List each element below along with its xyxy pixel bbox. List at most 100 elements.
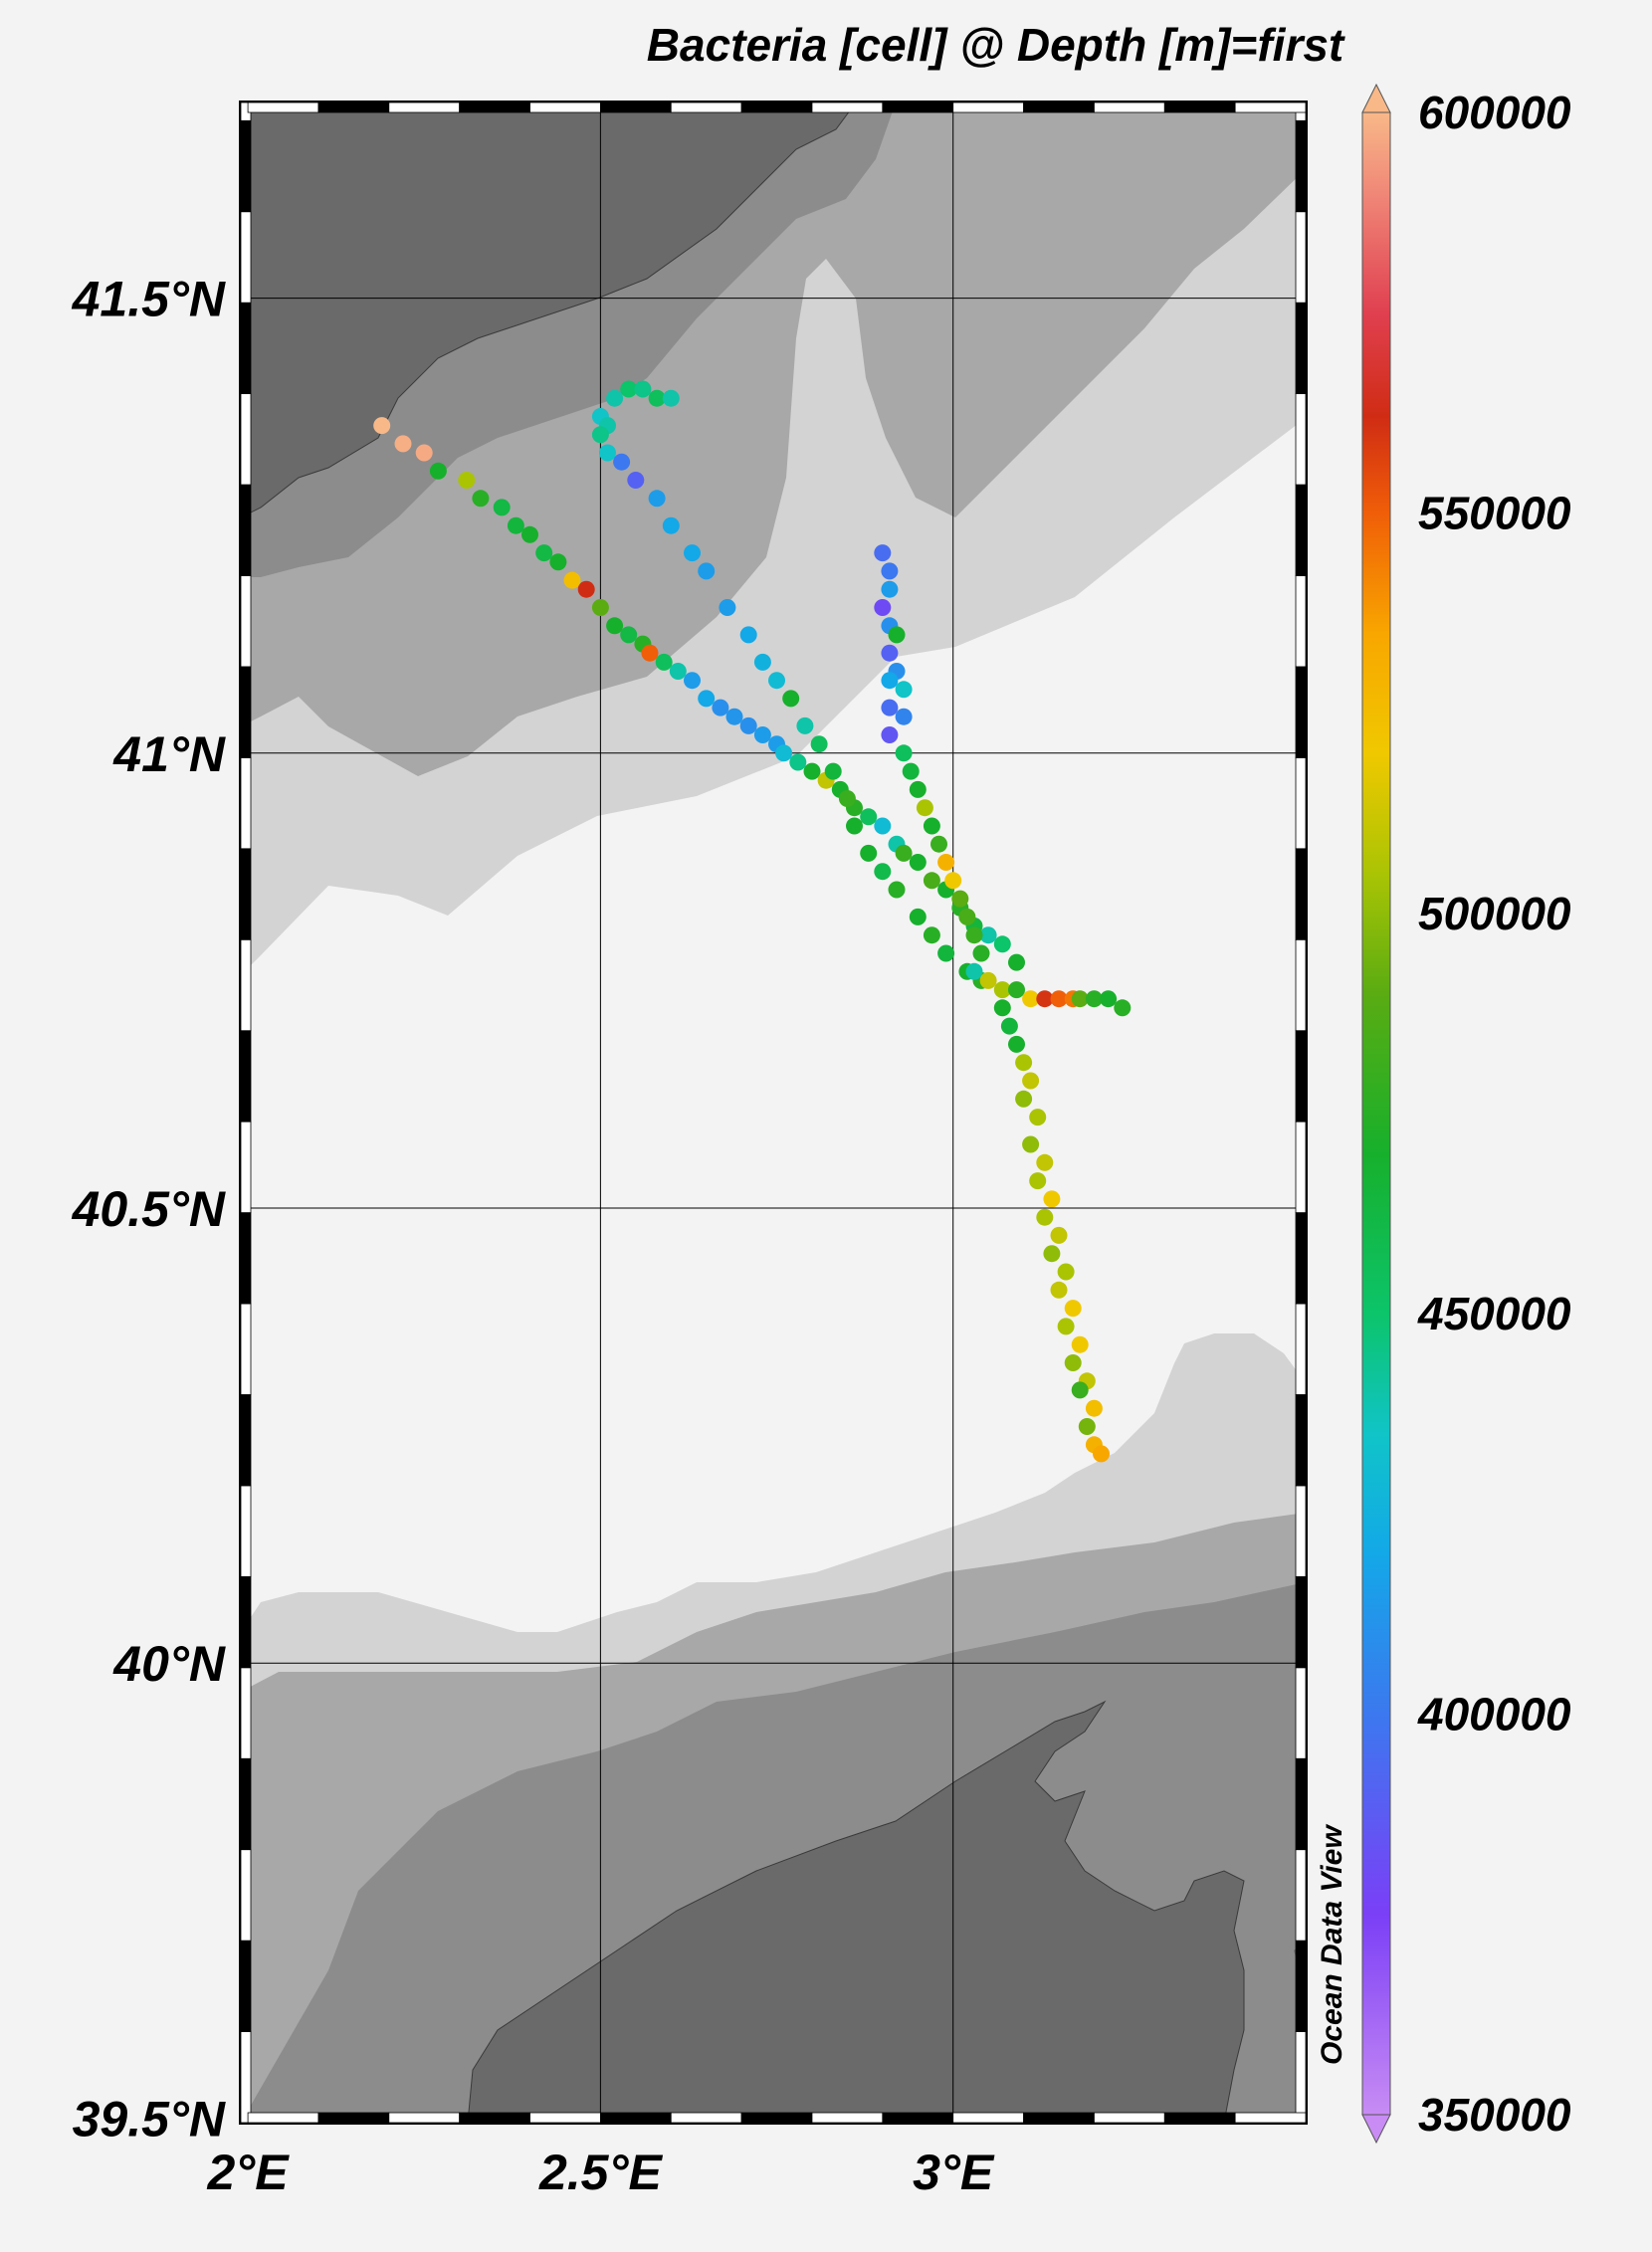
- frame-tick: [240, 302, 252, 395]
- station-point: [874, 863, 892, 881]
- station-point: [881, 580, 899, 598]
- frame-tick: [1163, 2112, 1236, 2124]
- frame-tick: [317, 2112, 390, 2124]
- station-point: [881, 699, 899, 717]
- station-point: [789, 753, 807, 771]
- station-point: [810, 735, 828, 753]
- station-point: [591, 426, 609, 444]
- station-point: [979, 926, 997, 944]
- station-point: [965, 962, 983, 980]
- station-point: [627, 472, 645, 489]
- frame-tick: [240, 1303, 252, 1395]
- station-point: [1036, 990, 1054, 1008]
- frame-tick: [1295, 393, 1307, 486]
- station-point: [881, 644, 899, 662]
- station-point: [768, 672, 785, 690]
- frame-tick: [599, 2112, 672, 2124]
- frame-tick: [1295, 575, 1307, 668]
- frame-tick: [1295, 1030, 1307, 1123]
- station-point: [507, 516, 524, 534]
- station-markers: [373, 380, 1132, 1463]
- frame-tick: [1295, 938, 1307, 1032]
- station-point: [972, 944, 990, 962]
- frame-tick: [952, 102, 1024, 113]
- station-point: [1085, 1399, 1103, 1417]
- frame-tick: [1295, 1212, 1307, 1305]
- station-point: [909, 780, 927, 798]
- frame-tick: [1023, 2112, 1095, 2124]
- frame-tick: [240, 1757, 252, 1851]
- frame-tick: [240, 1212, 252, 1305]
- land-mallorca: [467, 1700, 1245, 2123]
- station-point: [1050, 990, 1068, 1008]
- station-point: [606, 617, 624, 635]
- station-point: [1064, 1300, 1082, 1318]
- station-point: [902, 762, 920, 780]
- station-point: [1057, 1318, 1075, 1335]
- station-point: [599, 444, 616, 462]
- frame-tick: [247, 2112, 319, 2124]
- station-point: [824, 762, 842, 780]
- station-point: [753, 726, 771, 743]
- station-point: [993, 935, 1011, 953]
- station-point: [937, 944, 955, 962]
- station-point: [881, 562, 899, 580]
- station-point: [739, 717, 757, 734]
- map-title: Bacteria [cell] @ Depth [m]=first: [646, 19, 1344, 71]
- longitude-labels: 2°E 2.5°E 3°E: [207, 2145, 995, 2200]
- frame-tick: [1163, 102, 1236, 113]
- station-point: [874, 544, 892, 562]
- station-point: [613, 453, 631, 471]
- frame-tick: [1094, 102, 1165, 113]
- frame-tick: [240, 1575, 252, 1669]
- station-point: [1022, 990, 1040, 1008]
- frame-tick: [240, 848, 252, 940]
- station-point: [1093, 1445, 1110, 1463]
- station-point: [1050, 1281, 1068, 1299]
- station-point: [888, 881, 906, 899]
- map-area: [241, 102, 1306, 2123]
- station-point: [662, 389, 680, 407]
- station-point: [684, 544, 701, 562]
- station-point: [874, 599, 892, 616]
- frame-tick: [1234, 2112, 1307, 2124]
- station-point: [1015, 1090, 1033, 1108]
- colorbar: 600000 550000 500000 450000 400000 350000: [1361, 83, 1571, 2145]
- frame-tick: [1234, 102, 1307, 113]
- frame-tick: [670, 102, 742, 113]
- frame-outline: [239, 101, 1308, 2125]
- station-point: [923, 872, 940, 890]
- frame-tick: [240, 119, 252, 213]
- station-point: [909, 854, 927, 871]
- ocean-data-view-credit: Ocean Data View: [1316, 1825, 1348, 2065]
- station-point: [725, 708, 743, 725]
- station-point: [662, 516, 680, 534]
- colorbar-label: 350000: [1418, 2089, 1571, 2141]
- frame-tick: [1295, 756, 1307, 850]
- station-point: [951, 890, 969, 908]
- latitude-label: 39.5°N: [73, 2091, 226, 2147]
- frame-tick: [459, 2112, 530, 2124]
- frame-tick: [1295, 1394, 1307, 1487]
- station-point: [698, 562, 716, 580]
- station-point: [895, 744, 913, 762]
- station-point: [909, 908, 927, 925]
- frame-tick: [1295, 666, 1307, 758]
- station-point: [655, 653, 673, 671]
- frame-tick: [1295, 1485, 1307, 1577]
- frame-tick: [240, 666, 252, 758]
- latitude-labels: 41.5°N 41°N 40.5°N 40°N 39.5°N: [72, 272, 226, 2148]
- frame-tick: [1295, 211, 1307, 304]
- station-point: [916, 799, 933, 817]
- station-point: [958, 908, 976, 925]
- frame-tick: [240, 938, 252, 1032]
- station-point: [860, 844, 878, 862]
- station-point: [606, 389, 624, 407]
- colorbar-label: 550000: [1418, 487, 1571, 538]
- station-point: [591, 599, 609, 616]
- station-point: [895, 844, 913, 862]
- station-point: [874, 817, 892, 835]
- station-point: [719, 599, 736, 616]
- frame-tick: [1295, 302, 1307, 395]
- station-point: [979, 971, 997, 989]
